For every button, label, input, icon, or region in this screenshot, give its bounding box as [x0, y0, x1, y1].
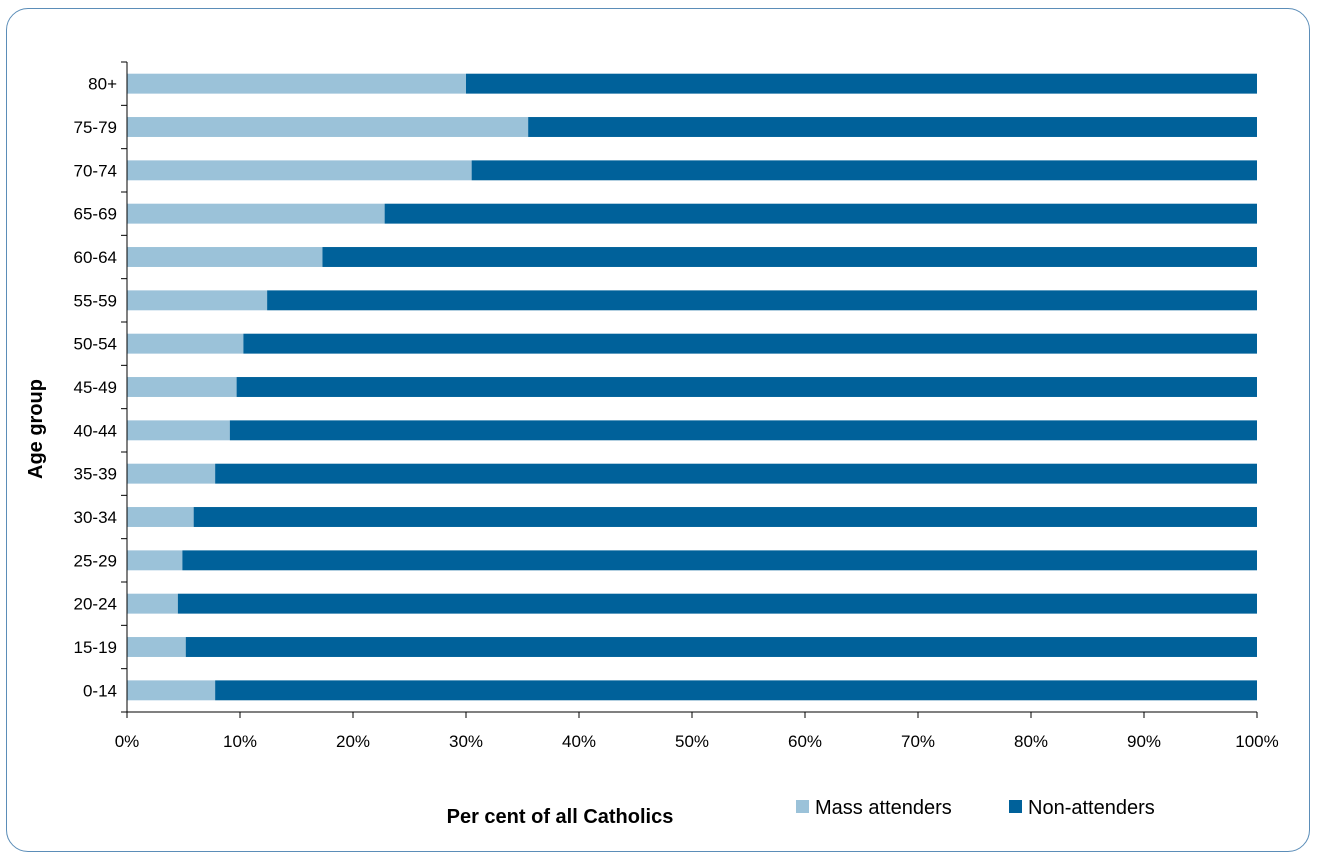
- legend-label-non-attenders: Non-attenders: [1028, 797, 1155, 819]
- bar-non-attenders-40-44: [229, 420, 1258, 441]
- bar-mass-attenders-70-74: [127, 160, 472, 181]
- y-tick-label-25-29: 25-29: [74, 551, 117, 570]
- x-tick-label-10: 100%: [1235, 732, 1278, 751]
- bar-non-attenders-80: [466, 73, 1257, 94]
- bar-mass-attenders-75-79: [127, 117, 529, 137]
- bar-mass-attenders-30-34: [127, 507, 194, 527]
- bar-mass-attenders-60-64: [127, 247, 323, 267]
- bar-mass-attenders-0-14: [127, 680, 216, 701]
- bar-non-attenders-0-14: [215, 680, 1257, 701]
- bar-non-attenders-55-59: [267, 290, 1257, 311]
- bar-non-attenders-60-64: [322, 247, 1257, 267]
- bar-non-attenders-35-39: [215, 463, 1257, 484]
- bar-mass-attenders-40-44: [127, 420, 230, 441]
- bar-non-attenders-25-29: [182, 550, 1257, 571]
- x-tick-label-0: 0%: [115, 732, 140, 751]
- y-tick-label-0-14: 0-14: [83, 681, 117, 700]
- y-tick-label-15-19: 15-19: [74, 638, 117, 657]
- x-tick-label-2: 20%: [336, 732, 370, 751]
- bar-non-attenders-15-19: [185, 637, 1257, 657]
- x-tick-label-6: 60%: [788, 732, 822, 751]
- bar-mass-attenders-45-49: [127, 377, 237, 397]
- bars-layer: [127, 73, 1258, 701]
- legend-swatch-non-attenders: [1009, 800, 1022, 813]
- chart-frame: [6, 8, 1310, 852]
- x-tick-label-9: 90%: [1127, 732, 1161, 751]
- x-tick-label-1: 10%: [223, 732, 257, 751]
- x-tick-label-3: 30%: [449, 732, 483, 751]
- axes-layer: 80+ 75-79 70-74 65-69 60-64 55-59 50-54 45-49 40…: [74, 61, 1279, 751]
- y-axis-title: Age group: [25, 379, 47, 479]
- bar-non-attenders-75-79: [528, 117, 1257, 137]
- bar-non-attenders-50-54: [243, 333, 1257, 354]
- y-tick-label-35-39: 35-39: [74, 465, 117, 484]
- y-tick-label-75-79: 75-79: [74, 118, 117, 137]
- y-tick-label-80: 80+: [88, 75, 117, 94]
- bar-mass-attenders-25-29: [127, 550, 183, 571]
- legend-label-mass-attenders: Mass attenders: [815, 797, 952, 819]
- y-tick-label-70-74: 70-74: [74, 161, 117, 180]
- y-tick-label-45-49: 45-49: [74, 378, 117, 397]
- x-tick-label-8: 80%: [1014, 732, 1048, 751]
- x-tick-label-4: 40%: [562, 732, 596, 751]
- y-tick-label-40-44: 40-44: [74, 421, 117, 440]
- bar-mass-attenders-80: [127, 73, 466, 94]
- legend-swatch-mass-attenders: [796, 800, 809, 813]
- bar-mass-attenders-15-19: [127, 637, 186, 657]
- y-tick-label-50-54: 50-54: [74, 335, 117, 354]
- bar-non-attenders-45-49: [236, 377, 1258, 397]
- x-tick-label-7: 70%: [901, 732, 935, 751]
- y-tick-label-55-59: 55-59: [74, 291, 117, 310]
- bar-mass-attenders-50-54: [127, 333, 244, 354]
- bar-non-attenders-30-34: [193, 507, 1257, 527]
- x-axis-title: Per cent of all Catholics: [447, 806, 674, 828]
- bar-non-attenders-20-24: [177, 593, 1258, 614]
- bar-mass-attenders-20-24: [127, 593, 178, 614]
- x-tick-label-5: 50%: [675, 732, 709, 751]
- bar-mass-attenders-55-59: [127, 290, 268, 311]
- y-tick-label-30-34: 30-34: [74, 508, 117, 527]
- bar-non-attenders-65-69: [384, 203, 1257, 224]
- y-tick-label-20-24: 20-24: [74, 595, 117, 614]
- y-tick-label-65-69: 65-69: [74, 205, 117, 224]
- legend: Mass attenders Non-attenders: [796, 797, 1155, 819]
- bar-non-attenders-70-74: [471, 160, 1257, 181]
- bar-mass-attenders-35-39: [127, 463, 216, 484]
- y-tick-label-60-64: 60-64: [74, 248, 117, 267]
- bar-mass-attenders-65-69: [127, 203, 385, 224]
